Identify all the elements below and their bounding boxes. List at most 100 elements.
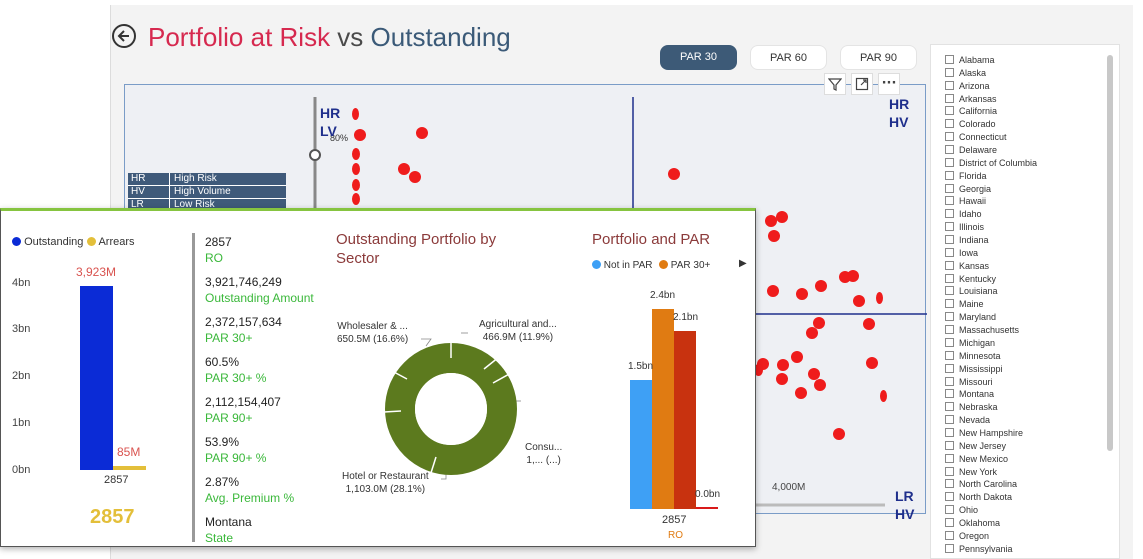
state-option[interactable]: California	[945, 106, 997, 119]
state-option[interactable]: Idaho	[945, 209, 982, 222]
slicer-scrollbar[interactable]	[1107, 55, 1113, 451]
checkbox[interactable]	[945, 402, 954, 412]
checkbox[interactable]	[945, 286, 954, 296]
checkbox[interactable]	[945, 517, 954, 527]
checkbox[interactable]	[945, 325, 954, 335]
slider-handle[interactable]	[309, 149, 321, 161]
state-option[interactable]: Delaware	[945, 145, 997, 158]
state-slicer[interactable]: Alabama Alaska Arizona Arkansas California Co…	[930, 44, 1120, 559]
scatter-point[interactable]	[352, 108, 359, 120]
bar-outstanding[interactable]	[80, 286, 113, 470]
state-option[interactable]: Maine	[945, 299, 984, 312]
state-option[interactable]: Michigan	[945, 337, 995, 351]
scatter-point[interactable]	[768, 230, 780, 242]
scatter-point[interactable]	[352, 148, 360, 160]
state-option[interactable]: Oklahoma	[945, 517, 1000, 531]
state-option[interactable]: Minnesota	[945, 350, 1001, 364]
checkbox[interactable]	[945, 337, 954, 347]
scatter-point[interactable]	[352, 179, 360, 191]
scatter-point[interactable]	[776, 373, 788, 385]
scatter-point[interactable]	[416, 127, 428, 139]
state-option[interactable]: Indiana	[945, 235, 989, 248]
state-option[interactable]: Louisiana	[945, 286, 998, 299]
checkbox[interactable]	[945, 363, 954, 373]
scatter-point[interactable]	[795, 387, 807, 399]
state-option[interactable]: Connecticut	[945, 132, 1007, 145]
checkbox[interactable]	[945, 466, 954, 476]
checkbox[interactable]	[945, 350, 954, 360]
state-option[interactable]: New Jersey	[945, 440, 1006, 454]
checkbox[interactable]	[945, 530, 954, 540]
state-option[interactable]: Missouri	[945, 376, 993, 390]
state-option[interactable]: Kansas	[945, 260, 989, 274]
state-option[interactable]: Nebraska	[945, 402, 998, 415]
focus-mode-icon[interactable]	[851, 73, 873, 95]
donut-slices[interactable]	[381, 339, 521, 479]
scatter-point[interactable]	[806, 327, 818, 339]
back-arrow-icon[interactable]	[112, 24, 136, 48]
more-options-icon[interactable]: ···	[878, 73, 900, 95]
scatter-point[interactable]	[767, 285, 779, 297]
state-option[interactable]: Alaska	[945, 67, 986, 81]
state-option[interactable]: Arkansas	[945, 93, 997, 107]
scatter-point[interactable]	[352, 163, 360, 175]
checkbox[interactable]	[945, 440, 954, 450]
checkbox[interactable]	[945, 235, 954, 245]
scatter-point[interactable]	[754, 364, 763, 376]
scatter-point[interactable]	[853, 295, 865, 307]
checkbox[interactable]	[945, 247, 954, 257]
bar-arrears[interactable]	[113, 466, 146, 470]
checkbox[interactable]	[945, 55, 954, 64]
checkbox[interactable]	[945, 299, 954, 309]
legend-next-arrow-icon[interactable]: ▶	[739, 258, 747, 269]
state-option[interactable]: Arizona	[945, 80, 990, 94]
checkbox[interactable]	[945, 543, 954, 553]
state-option[interactable]: Nevada	[945, 415, 990, 428]
bar-par365[interactable]	[696, 507, 718, 509]
state-option[interactable]: Iowa	[945, 247, 978, 261]
state-option[interactable]: Montana	[945, 389, 994, 402]
checkbox[interactable]	[945, 106, 954, 116]
scatter-point[interactable]	[796, 288, 808, 300]
bar-not-in-par[interactable]	[630, 380, 652, 509]
checkbox[interactable]	[945, 119, 954, 129]
checkbox[interactable]	[945, 492, 954, 502]
scatter-point[interactable]	[352, 193, 360, 205]
state-option[interactable]: New Hampshire	[945, 427, 1023, 441]
state-option[interactable]: Massachusetts	[945, 325, 1019, 338]
scatter-point[interactable]	[866, 357, 878, 369]
checkbox[interactable]	[945, 376, 954, 386]
state-option[interactable]: Kentucky	[945, 273, 996, 287]
filter-icon[interactable]	[824, 73, 846, 95]
scatter-point[interactable]	[777, 359, 789, 371]
scatter-point[interactable]	[814, 379, 826, 391]
state-option[interactable]: Alabama	[945, 55, 995, 68]
checkbox[interactable]	[945, 427, 954, 437]
checkbox[interactable]	[945, 415, 954, 425]
scatter-point[interactable]	[815, 280, 827, 292]
scatter-point[interactable]	[776, 211, 788, 223]
scatter-point[interactable]	[398, 163, 410, 175]
checkbox[interactable]	[945, 132, 954, 142]
state-option[interactable]: North Carolina	[945, 479, 1017, 492]
checkbox[interactable]	[945, 389, 954, 399]
scatter-point[interactable]	[813, 317, 825, 329]
state-option[interactable]: District of Columbia	[945, 157, 1037, 171]
checkbox[interactable]	[945, 312, 954, 322]
checkbox[interactable]	[945, 80, 954, 90]
checkbox[interactable]	[945, 260, 954, 270]
state-option[interactable]: North Dakota	[945, 492, 1012, 505]
checkbox[interactable]	[945, 209, 954, 219]
scatter-point[interactable]	[863, 318, 875, 330]
checkbox[interactable]	[945, 93, 954, 103]
scatter-point[interactable]	[880, 390, 887, 402]
checkbox[interactable]	[945, 170, 954, 180]
checkbox[interactable]	[945, 453, 954, 463]
state-option[interactable]: Maryland	[945, 312, 996, 325]
scatter-point[interactable]	[354, 129, 366, 141]
checkbox[interactable]	[945, 183, 954, 193]
par-30-button[interactable]: PAR 30	[660, 45, 737, 70]
scatter-point[interactable]	[791, 351, 803, 363]
scatter-point[interactable]	[847, 270, 859, 282]
scatter-point[interactable]	[765, 215, 777, 227]
